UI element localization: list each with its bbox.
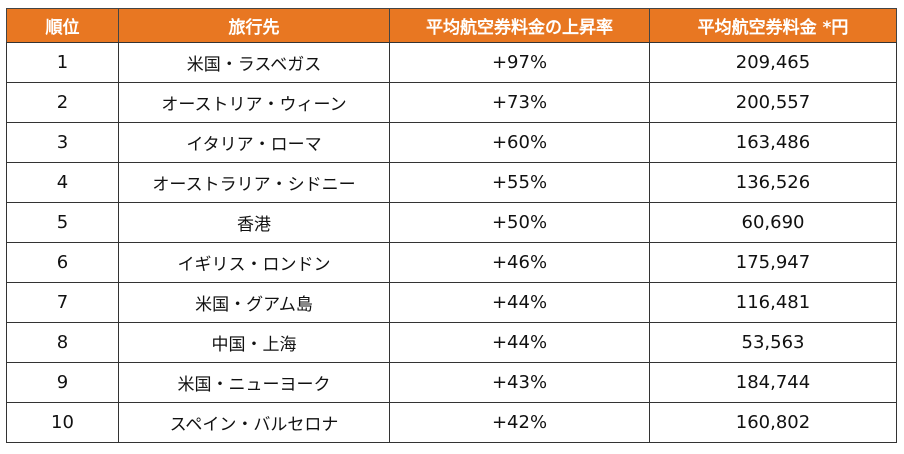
destination-cell: オーストリア・ウィーン	[118, 82, 390, 123]
average-fare-cell: 209,465	[649, 42, 897, 83]
rank-cell: 5	[6, 202, 119, 243]
table-row: 7 米国・グアム島 +44% 116,481	[6, 282, 897, 323]
table-row: 6 イギリス・ロンドン +46% 175,947	[6, 242, 897, 283]
increase-rate-cell: +73%	[389, 82, 650, 123]
increase-rate-cell: +46%	[389, 242, 650, 283]
rank-cell: 6	[6, 242, 119, 283]
increase-rate-cell: +97%	[389, 42, 650, 83]
table-row: 2 オーストリア・ウィーン +73% 200,557	[6, 82, 897, 123]
average-fare-cell: 53,563	[649, 322, 897, 363]
average-fare-cell: 163,486	[649, 122, 897, 163]
increase-rate-cell: +50%	[389, 202, 650, 243]
average-fare-cell: 136,526	[649, 162, 897, 203]
header-increase-rate: 平均航空券料金の上昇率	[389, 8, 650, 43]
increase-rate-cell: +55%	[389, 162, 650, 203]
header-destination: 旅行先	[118, 8, 390, 43]
table-row: 9 米国・ニューヨーク +43% 184,744	[6, 362, 897, 403]
average-fare-cell: 160,802	[649, 402, 897, 443]
rank-cell: 8	[6, 322, 119, 363]
destination-cell: 米国・ニューヨーク	[118, 362, 390, 403]
airfare-ranking-table: 順位 旅行先 平均航空券料金の上昇率 平均航空券料金 *円 1 米国・ラスベガス +…	[6, 8, 897, 443]
table-row: 10 スペイン・バルセロナ +42% 160,802	[6, 402, 897, 443]
average-fare-cell: 175,947	[649, 242, 897, 283]
increase-rate-cell: +44%	[389, 322, 650, 363]
table-header-row: 順位 旅行先 平均航空券料金の上昇率 平均航空券料金 *円	[6, 8, 897, 43]
ranking-table-container: 順位 旅行先 平均航空券料金の上昇率 平均航空券料金 *円 1 米国・ラスベガス +…	[6, 8, 897, 443]
average-fare-cell: 116,481	[649, 282, 897, 323]
table-row: 3 イタリア・ローマ +60% 163,486	[6, 122, 897, 163]
table-row: 4 オーストラリア・シドニー +55% 136,526	[6, 162, 897, 203]
destination-cell: オーストラリア・シドニー	[118, 162, 390, 203]
header-average-fare: 平均航空券料金 *円	[649, 8, 897, 43]
destination-cell: 香港	[118, 202, 390, 243]
destination-cell: 米国・ラスベガス	[118, 42, 390, 83]
rank-cell: 10	[6, 402, 119, 443]
rank-cell: 4	[6, 162, 119, 203]
increase-rate-cell: +43%	[389, 362, 650, 403]
destination-cell: 中国・上海	[118, 322, 390, 363]
destination-cell: イタリア・ローマ	[118, 122, 390, 163]
average-fare-cell: 60,690	[649, 202, 897, 243]
average-fare-cell: 184,744	[649, 362, 897, 403]
average-fare-cell: 200,557	[649, 82, 897, 123]
increase-rate-cell: +44%	[389, 282, 650, 323]
rank-cell: 2	[6, 82, 119, 123]
increase-rate-cell: +60%	[389, 122, 650, 163]
destination-cell: スペイン・バルセロナ	[118, 402, 390, 443]
table-row: 5 香港 +50% 60,690	[6, 202, 897, 243]
increase-rate-cell: +42%	[389, 402, 650, 443]
table-row: 8 中国・上海 +44% 53,563	[6, 322, 897, 363]
rank-cell: 9	[6, 362, 119, 403]
rank-cell: 3	[6, 122, 119, 163]
table-row: 1 米国・ラスベガス +97% 209,465	[6, 42, 897, 83]
rank-cell: 1	[6, 42, 119, 83]
destination-cell: イギリス・ロンドン	[118, 242, 390, 283]
rank-cell: 7	[6, 282, 119, 323]
header-rank: 順位	[6, 8, 119, 43]
destination-cell: 米国・グアム島	[118, 282, 390, 323]
